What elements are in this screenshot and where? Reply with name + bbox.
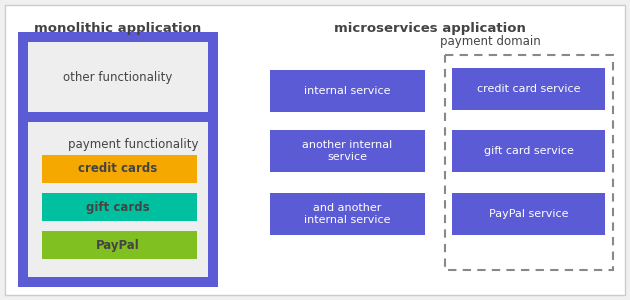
Text: microservices application: microservices application (334, 22, 526, 35)
Bar (445, 55, 613, 270)
Text: credit card service: credit card service (477, 84, 580, 94)
Text: PayPal service: PayPal service (489, 209, 568, 219)
Text: another internal
service: another internal service (302, 140, 392, 162)
Text: internal service: internal service (304, 86, 391, 96)
Bar (452, 130, 605, 172)
Text: other functionality: other functionality (63, 70, 173, 83)
Bar (42, 231, 197, 259)
Bar (42, 193, 197, 221)
Bar (270, 193, 425, 235)
Bar (18, 32, 218, 287)
Bar (452, 68, 605, 110)
Text: and another
internal service: and another internal service (304, 203, 391, 225)
Text: payment domain: payment domain (440, 35, 541, 48)
Bar (28, 42, 208, 112)
Text: payment functionality: payment functionality (68, 138, 198, 151)
Text: credit cards: credit cards (78, 163, 158, 176)
Text: PayPal: PayPal (96, 238, 140, 251)
Bar (270, 130, 425, 172)
Bar (270, 70, 425, 112)
Bar (28, 122, 208, 277)
Text: gift card service: gift card service (484, 146, 573, 156)
Text: gift cards: gift cards (86, 200, 150, 214)
Bar (42, 155, 197, 183)
Text: monolithic application: monolithic application (35, 22, 202, 35)
Bar (452, 193, 605, 235)
